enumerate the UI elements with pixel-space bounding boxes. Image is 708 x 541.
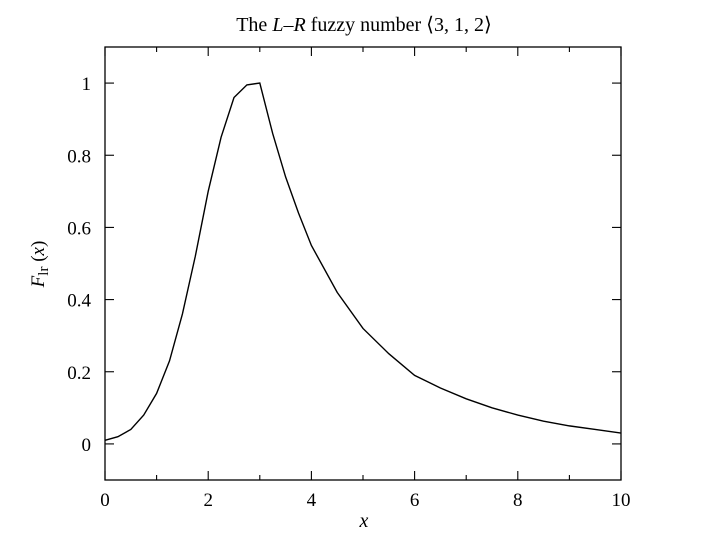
y-tick-label: 0.2: [67, 363, 91, 384]
x-tick-labels: 0 2 4 6 8 10: [100, 490, 630, 511]
y-axis-label: Flr (x): [28, 241, 52, 289]
x-tick-label: 8: [513, 490, 523, 511]
series-line: [104, 82, 622, 441]
chart-title: The L–R fuzzy number ⟨3, 1, 2⟩: [236, 14, 492, 36]
y-tick-label: 0.8: [67, 146, 91, 167]
x-tick-label: 4: [307, 490, 317, 511]
plot-frame: [104, 46, 622, 481]
x-tick-label: 2: [203, 490, 213, 511]
x-tick-label: 10: [612, 490, 631, 511]
x-tick-label: 6: [410, 490, 420, 511]
y-tick-label: 0.6: [67, 218, 91, 239]
y-tick-labels: 0 0.2 0.4 0.6 0.8 1: [67, 74, 91, 456]
tick-marks: [104, 47, 622, 480]
y-tick-label: 1: [82, 74, 92, 95]
y-tick-label: 0.4: [67, 291, 91, 312]
x-tick-label: 0: [100, 490, 110, 511]
x-axis-label: x: [359, 510, 369, 532]
y-tick-label: 0: [82, 435, 92, 456]
